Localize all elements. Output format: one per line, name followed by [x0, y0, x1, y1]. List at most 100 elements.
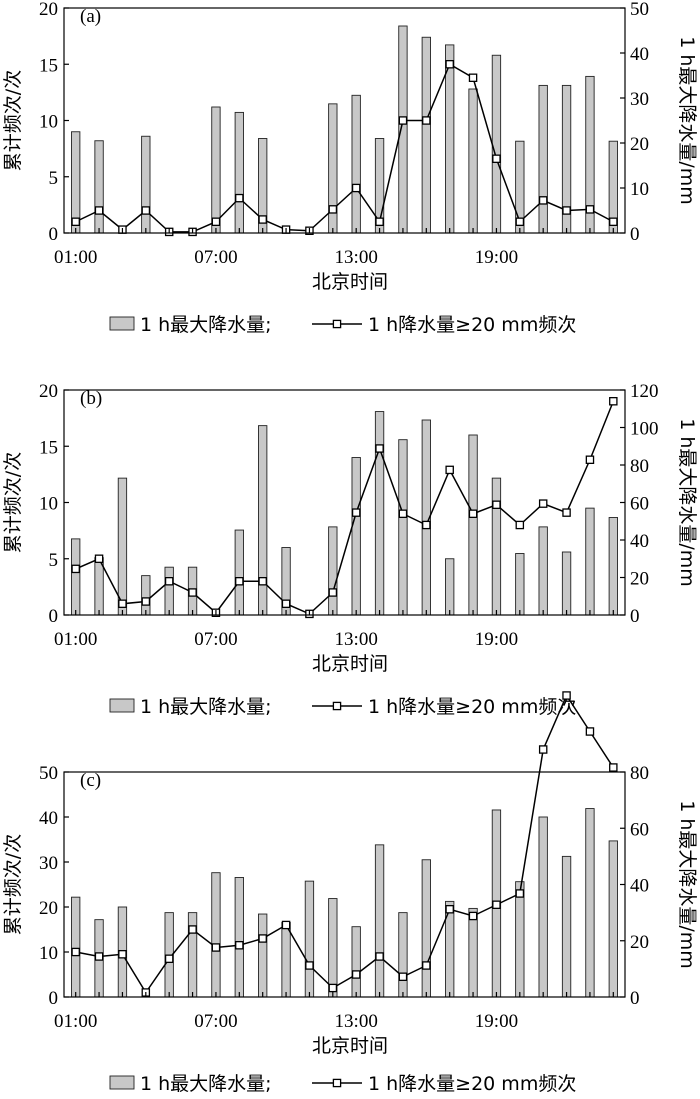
y-right-tick-label: 50 [630, 0, 649, 20]
line-point-frequency [258, 577, 267, 586]
bar-max-precip [211, 872, 221, 998]
x-tick-label: 01:00 [54, 629, 97, 650]
y-left-tick-label: 0 [49, 224, 59, 245]
bar-max-precip [608, 840, 618, 998]
panel-label: (a) [80, 6, 101, 27]
y-right-tick-label: 20 [630, 134, 649, 155]
line-point-frequency [328, 205, 338, 214]
bar-max-precip [421, 859, 431, 998]
y-left-tick-label: 15 [39, 55, 58, 76]
line-point-frequency [305, 961, 314, 970]
panel-label: (c) [80, 770, 101, 791]
line-point-frequency [585, 205, 595, 214]
legend-line-marker [332, 1078, 342, 1088]
line-point-frequency [141, 206, 151, 215]
bar-max-precip [585, 507, 595, 616]
line-point-frequency [515, 520, 525, 530]
x-tick-label: 19:00 [475, 247, 518, 268]
line-point-frequency [609, 396, 618, 406]
line-point-frequency [71, 947, 80, 957]
line-point-frequency [398, 509, 408, 518]
bar-max-precip [468, 88, 478, 234]
line-point-frequency [585, 455, 595, 464]
line-point-frequency [235, 577, 244, 586]
bar-max-precip [71, 538, 81, 616]
y-left-tick-label: 0 [49, 988, 59, 1009]
bar-max-precip [71, 896, 81, 998]
legend-line-label: 1 h降水量≥20 mm频次 [368, 314, 576, 336]
y-left-axis-title: 累计频次/次 [2, 834, 24, 935]
legend-line-label: 1 h降水量≥20 mm频次 [368, 1073, 576, 1095]
bar-max-precip [561, 855, 572, 998]
line-point-frequency [235, 193, 244, 203]
line-point-frequency [118, 950, 127, 959]
line-point-frequency [422, 961, 431, 970]
line-point-frequency [281, 599, 291, 609]
y-left-tick-label: 40 [39, 808, 58, 829]
x-tick-label: 13:00 [335, 1011, 378, 1032]
bar-max-precip [281, 922, 291, 998]
y-right-tick-label: 40 [630, 44, 649, 65]
line-point-frequency [562, 508, 571, 517]
y-left-tick-label: 50 [39, 763, 58, 784]
y-left-tick-label: 0 [49, 606, 59, 627]
x-tick-label: 19:00 [475, 1011, 518, 1032]
legend: 1 h最大降水量; 1 h降水量≥20 mm频次 [109, 1073, 576, 1095]
y-right-axis-title: 1 h最大降水量/mm [676, 36, 698, 205]
bar-max-precip [515, 881, 525, 998]
bar-max-precip [515, 553, 525, 616]
legend-line-label: 1 h降水量≥20 mm频次 [368, 696, 576, 718]
y-right-tick-label: 40 [630, 876, 649, 897]
chart-panel-3: 01:00 07:00 13:00 19:00 0 10 20 30 40 50 0 20 40 60 80… [2, 691, 698, 1095]
x-tick-label: 19:00 [475, 629, 518, 650]
bar-max-precip [351, 94, 361, 234]
line-point-frequency [445, 60, 454, 69]
bar-max-precip [234, 111, 244, 234]
bar-max-precip [374, 411, 385, 616]
y-left-tick-label: 15 [39, 437, 58, 458]
line-point-frequency [141, 597, 151, 606]
line-point-frequency [164, 954, 174, 964]
bar-max-precip [561, 551, 572, 616]
line-point-frequency [94, 206, 104, 215]
legend-bar-label: 1 h最大降水量; [140, 314, 272, 336]
bar-max-precip [94, 557, 104, 616]
y-left-tick-label: 20 [39, 381, 58, 402]
legend-bar-swatch [109, 698, 135, 713]
bar-max-precip [421, 36, 431, 234]
line-point-frequency [328, 983, 338, 993]
line-point-frequency [422, 116, 431, 125]
line-point-frequency [492, 900, 501, 910]
bar-max-precip [398, 439, 408, 616]
y-left-tick-label: 20 [39, 0, 58, 20]
bar-max-precip [164, 566, 174, 616]
line-point-frequency [515, 217, 525, 226]
line-point-frequency [94, 554, 104, 564]
y-left-tick-label: 10 [39, 943, 58, 964]
y-right-tick-label: 60 [630, 819, 649, 840]
line-point-frequency [258, 934, 267, 943]
y-right-tick-label: 120 [630, 381, 659, 402]
line-point-frequency [422, 520, 431, 530]
line-point-frequency [468, 509, 478, 518]
line-point-frequency [164, 577, 174, 586]
y-right-tick-label: 60 [630, 494, 649, 515]
line-frequency-series [75, 400, 615, 615]
bar-max-precip [538, 816, 548, 998]
line-point-frequency [445, 465, 454, 475]
x-tick-label: 07:00 [194, 629, 237, 650]
bar-max-precip [211, 106, 221, 234]
y-left-tick-label: 10 [39, 494, 58, 515]
line-point-frequency [492, 500, 501, 509]
line-point-frequency [94, 952, 104, 961]
line-point-frequency [515, 889, 525, 898]
y-left-tick-label: 5 [49, 550, 59, 571]
bar-max-precip [351, 926, 361, 998]
line-point-frequency [538, 745, 548, 754]
bar-max-precip [328, 898, 338, 998]
legend-bar-swatch [109, 1075, 135, 1090]
x-tick-label: 01:00 [54, 247, 97, 268]
line-point-frequency [538, 499, 548, 508]
line-point-frequency [468, 73, 478, 83]
bar-max-precip [258, 913, 268, 998]
